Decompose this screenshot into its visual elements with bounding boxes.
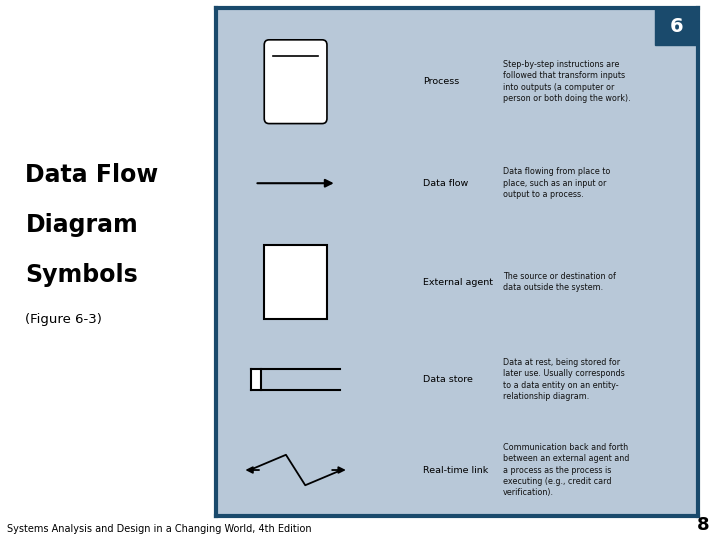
Text: Data flow: Data flow: [423, 179, 469, 188]
Bar: [251, 369, 261, 390]
Text: Data Flow: Data Flow: [25, 163, 158, 187]
Text: Real-time link: Real-time link: [423, 465, 489, 475]
Text: Communication back and forth
between an external agent and
a process as the proc: Communication back and forth between an …: [503, 443, 629, 497]
FancyBboxPatch shape: [264, 40, 327, 124]
Text: Data at rest, being stored for
later use. Usually corresponds
to a data entity o: Data at rest, being stored for later use…: [503, 358, 625, 401]
Text: External agent: External agent: [423, 278, 493, 287]
Text: Process: Process: [423, 77, 459, 86]
Bar: [264, 245, 327, 319]
Text: Data flowing from place to
place, such as an input or
output to a process.: Data flowing from place to place, such a…: [503, 167, 611, 199]
Text: 8: 8: [696, 516, 709, 534]
Text: The source or destination of
data outside the system.: The source or destination of data outsid…: [503, 272, 616, 293]
Text: 6: 6: [670, 17, 683, 36]
Text: Data store: Data store: [423, 375, 473, 384]
Text: (Figure 6-3): (Figure 6-3): [25, 313, 102, 326]
Text: Step-by-step instructions are
followed that transform inputs
into outputs (a com: Step-by-step instructions are followed t…: [503, 60, 631, 103]
Text: Systems Analysis and Design in a Changing World, 4th Edition: Systems Analysis and Design in a Changin…: [7, 523, 312, 534]
Text: Symbols: Symbols: [25, 262, 138, 287]
Text: Diagram: Diagram: [25, 213, 138, 237]
Bar: [655, 8, 698, 45]
